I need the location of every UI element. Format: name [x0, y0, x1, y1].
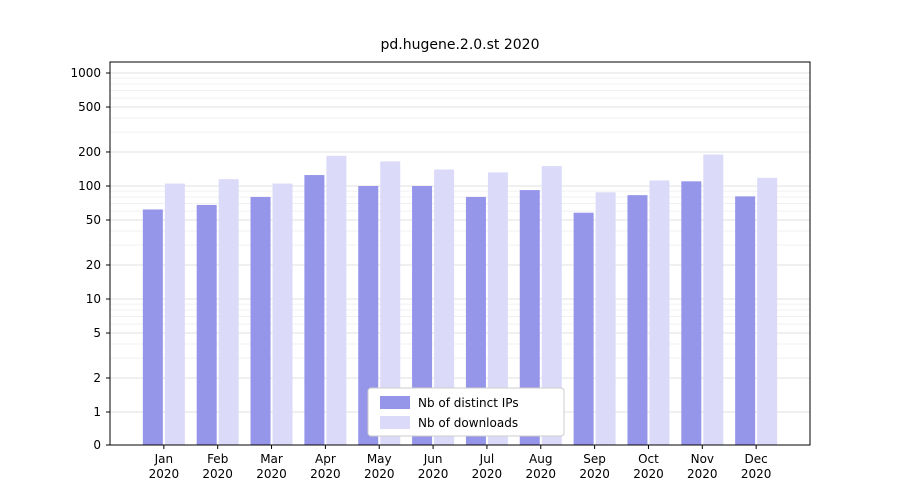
x-tick-label-month: Apr [315, 452, 336, 466]
x-tick-label-month: Mar [260, 452, 283, 466]
chart-title: pd.hugene.2.0.st 2020 [380, 37, 540, 53]
bar [735, 196, 756, 445]
bar [196, 204, 217, 445]
x-tick-label-year: 2020 [741, 467, 772, 481]
x-tick-label-year: 2020 [202, 467, 233, 481]
bar [218, 179, 239, 445]
x-tick-label-month: Jul [479, 452, 494, 466]
x-tick-label-year: 2020 [364, 467, 395, 481]
legend-swatch [380, 396, 410, 409]
bar [164, 183, 185, 446]
bar [627, 195, 648, 445]
x-tick-label-month: Dec [745, 452, 768, 466]
y-tick-label: 10 [86, 292, 101, 306]
bar [380, 161, 401, 445]
legend-box [367, 387, 565, 437]
bars [142, 154, 778, 446]
bar [681, 181, 702, 445]
bar [465, 196, 486, 445]
legend-label: Nb of distinct IPs [418, 396, 519, 410]
y-tick-label: 500 [78, 100, 101, 114]
x-tick-label-year: 2020 [149, 467, 180, 481]
y-tick-label: 200 [78, 145, 101, 159]
x-tick-label-year: 2020 [310, 467, 341, 481]
x-tick-label-year: 2020 [256, 467, 287, 481]
x-tick-label-month: Feb [207, 452, 228, 466]
bar [757, 177, 778, 446]
y-tick-label: 1 [93, 405, 101, 419]
x-tick-label-year: 2020 [525, 467, 556, 481]
bar [573, 212, 594, 445]
bar [595, 192, 616, 445]
bar [304, 175, 325, 445]
x-tick-label-year: 2020 [472, 467, 503, 481]
bar [250, 196, 271, 445]
y-axis: 0 1 2 5 10 20 50 100 200 500 1000 [70, 66, 110, 452]
x-tick-label-month: Jan [154, 452, 174, 466]
y-tick-label: 0 [93, 438, 101, 452]
y-tick-label: 2 [93, 371, 101, 385]
x-tick-label-year: 2020 [579, 467, 610, 481]
bar [703, 154, 724, 445]
legend-swatch [380, 416, 410, 429]
x-tick-label-month: May [367, 452, 392, 466]
x-tick-label-year: 2020 [633, 467, 664, 481]
bar [487, 172, 508, 445]
bar [434, 169, 455, 445]
x-tick-label-year: 2020 [418, 467, 449, 481]
bar [142, 209, 163, 445]
x-tick-label-month: Jun [423, 452, 443, 466]
y-tick-label: 1000 [70, 66, 101, 80]
axes-box [109, 61, 811, 446]
bar [326, 155, 347, 445]
bar [358, 186, 379, 445]
legend: Nb of distinct IPs Nb of downloads [367, 387, 565, 437]
x-tick-label-month: Aug [529, 452, 552, 466]
x-tick-label-month: Nov [691, 452, 714, 466]
bar [272, 183, 293, 446]
bar [412, 186, 433, 445]
y-tick-label: 100 [78, 179, 101, 193]
x-axis: Jan2020Feb2020Mar2020Apr2020May2020Jun20… [149, 445, 772, 481]
bar [541, 166, 562, 445]
x-tick-label-month: Oct [638, 452, 659, 466]
y-tick-label: 20 [86, 258, 101, 272]
y-tick-label: 50 [86, 213, 101, 227]
x-tick-label-month: Sep [583, 452, 606, 466]
bar [649, 180, 670, 446]
x-tick-label-year: 2020 [687, 467, 718, 481]
bar [519, 190, 540, 445]
legend-label: Nb of downloads [418, 416, 518, 430]
y-tick-label: 5 [93, 326, 101, 340]
